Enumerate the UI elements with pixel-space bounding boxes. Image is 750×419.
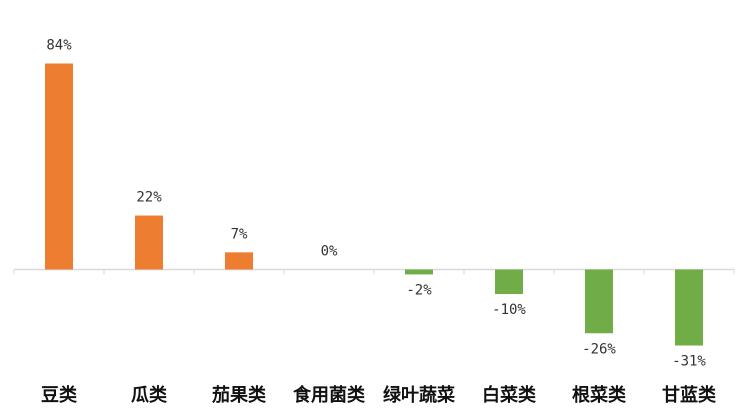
category-label-4: 绿叶蔬菜 bbox=[383, 384, 455, 406]
category-label-0: 豆类 bbox=[41, 384, 78, 406]
category-label-2: 茄果类 bbox=[211, 384, 267, 406]
category-label-3: 食用菌类 bbox=[292, 384, 366, 406]
value-label-0: 84% bbox=[46, 38, 72, 54]
bar-2 bbox=[225, 252, 253, 270]
bar-4 bbox=[405, 269, 433, 275]
category-label-1: 瓜类 bbox=[131, 384, 168, 406]
value-label-1: 22% bbox=[136, 190, 162, 206]
axis-ticks bbox=[13, 269, 735, 275]
category-label-7: 甘蓝类 bbox=[662, 384, 717, 406]
value-label-3: 0% bbox=[321, 244, 338, 260]
category-label-5: 白菜类 bbox=[482, 384, 537, 406]
value-label-2: 7% bbox=[231, 226, 248, 242]
bar-5 bbox=[495, 269, 523, 295]
value-label-6: -26% bbox=[582, 341, 616, 357]
value-labels-group: 84% 22% 7% 0% -2% -10% -26% -31% bbox=[46, 38, 706, 370]
category-label-6: 根菜类 bbox=[572, 384, 627, 406]
bar-7 bbox=[675, 269, 703, 346]
bar-0 bbox=[45, 63, 73, 270]
bars-group bbox=[45, 63, 703, 346]
bar-1 bbox=[135, 215, 163, 270]
category-labels-group: 豆类 瓜类 茄果类 食用菌类 绿叶蔬菜 白菜类 根菜类 甘蓝类 bbox=[41, 384, 717, 406]
value-label-7: -31% bbox=[672, 354, 706, 370]
bar-6 bbox=[585, 269, 613, 334]
value-label-5: -10% bbox=[492, 302, 526, 318]
value-label-4: -2% bbox=[406, 282, 432, 298]
